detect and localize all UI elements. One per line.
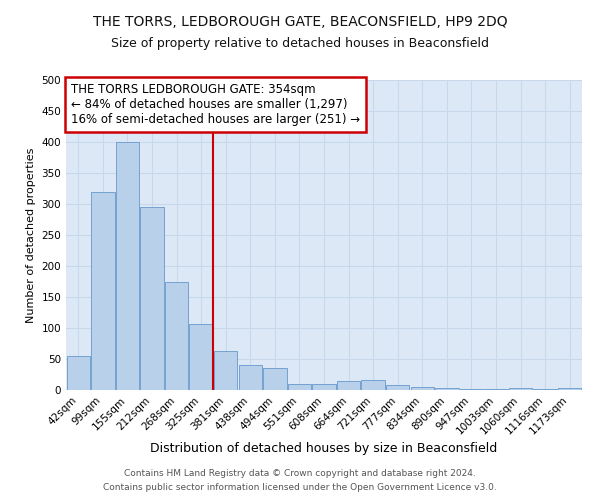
Bar: [67, 356, 90, 390]
X-axis label: Distribution of detached houses by size in Beaconsfield: Distribution of detached houses by size …: [151, 442, 497, 455]
Y-axis label: Number of detached properties: Number of detached properties: [26, 148, 36, 322]
Bar: [263, 368, 287, 390]
Bar: [509, 388, 532, 390]
Bar: [116, 142, 139, 390]
Bar: [288, 384, 311, 390]
Bar: [140, 207, 164, 390]
Bar: [239, 365, 262, 390]
Bar: [165, 282, 188, 390]
Bar: [361, 380, 385, 390]
Bar: [410, 387, 434, 390]
Bar: [313, 384, 335, 390]
Bar: [91, 192, 115, 390]
Bar: [214, 351, 238, 390]
Bar: [337, 380, 360, 390]
Text: Size of property relative to detached houses in Beaconsfield: Size of property relative to detached ho…: [111, 38, 489, 51]
Bar: [435, 388, 458, 390]
Bar: [190, 324, 213, 390]
Bar: [558, 388, 581, 390]
Text: THE TORRS LEDBOROUGH GATE: 354sqm
← 84% of detached houses are smaller (1,297)
1: THE TORRS LEDBOROUGH GATE: 354sqm ← 84% …: [71, 83, 360, 126]
Text: Contains public sector information licensed under the Open Government Licence v3: Contains public sector information licen…: [103, 484, 497, 492]
Text: Contains HM Land Registry data © Crown copyright and database right 2024.: Contains HM Land Registry data © Crown c…: [124, 468, 476, 477]
Text: THE TORRS, LEDBOROUGH GATE, BEACONSFIELD, HP9 2DQ: THE TORRS, LEDBOROUGH GATE, BEACONSFIELD…: [92, 15, 508, 29]
Bar: [386, 385, 409, 390]
